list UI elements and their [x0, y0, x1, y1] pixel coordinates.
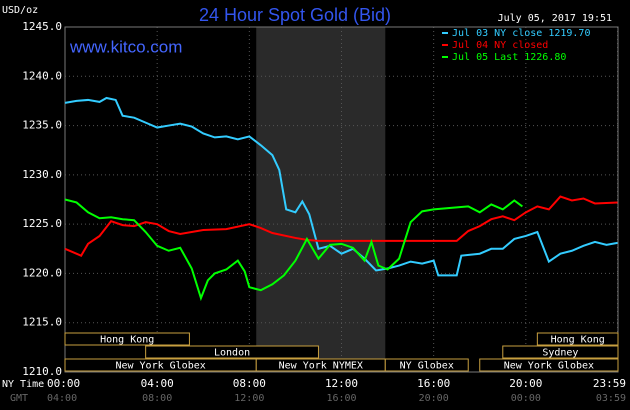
gmt-label: 04:00	[47, 393, 77, 404]
y-tick-label: 1225.0	[22, 217, 62, 230]
x-tick-label: 08:00	[233, 377, 266, 390]
session-box	[145, 345, 319, 359]
x-row-label: NY Time	[2, 379, 44, 390]
legend-label: Jul 05 Last 1226.80	[452, 52, 566, 63]
session-label: Sydney	[542, 348, 578, 359]
x-tick-label: 04:00	[141, 377, 174, 390]
y-tick-label: 1220.0	[22, 266, 62, 279]
legend-label: Jul 03 NY close 1219.70	[452, 28, 590, 39]
session-label: Hong Kong	[551, 335, 605, 346]
y-tick-label: 1210.0	[22, 365, 62, 378]
session-label: NY Globex	[400, 361, 454, 372]
session-box	[384, 358, 469, 372]
session-label: New York Globex	[504, 361, 594, 372]
chart-title: 24 Hour Spot Gold (Bid)	[199, 5, 391, 25]
y-tick-label: 1245.0	[22, 20, 62, 33]
session-label: Hong Kong	[100, 335, 154, 346]
x-tick-label: 12:00	[325, 377, 358, 390]
gmt-label: 16:00	[326, 393, 356, 404]
x-tick-label: 23:59	[593, 377, 626, 390]
site-label: www.kitco.com	[69, 37, 182, 56]
y-tick-label: 1235.0	[22, 119, 62, 132]
legend-label: Jul 04 NY closed	[452, 40, 548, 51]
unit-label: USD/oz	[2, 5, 38, 16]
y-tick-label: 1240.0	[22, 69, 62, 82]
x-tick-label: 20:00	[509, 377, 542, 390]
session-box	[479, 358, 619, 372]
gmt-row-label: GMT	[10, 393, 28, 404]
x-tick-label: 00:00	[47, 377, 80, 390]
session-shade	[256, 27, 386, 372]
gmt-label: 03:59	[596, 393, 626, 404]
series-line	[64, 198, 523, 302]
session-box	[536, 332, 619, 346]
gmt-label: 00:00	[511, 393, 541, 404]
gmt-label: 20:00	[419, 393, 449, 404]
session-box	[502, 345, 619, 359]
series-line	[64, 96, 618, 277]
gmt-label: 08:00	[142, 393, 172, 404]
gmt-label: 12:00	[234, 393, 264, 404]
session-label: London	[214, 348, 250, 359]
x-tick-label: 16:00	[417, 377, 450, 390]
y-tick-label: 1215.0	[22, 316, 62, 329]
y-tick-label: 1230.0	[22, 168, 62, 181]
timestamp: July 05, 2017 19:51	[498, 13, 612, 24]
session-label: New York Globex	[115, 361, 205, 372]
session-label: New York NYMEX	[279, 361, 363, 372]
series-line	[64, 195, 618, 257]
session-box	[64, 332, 190, 346]
